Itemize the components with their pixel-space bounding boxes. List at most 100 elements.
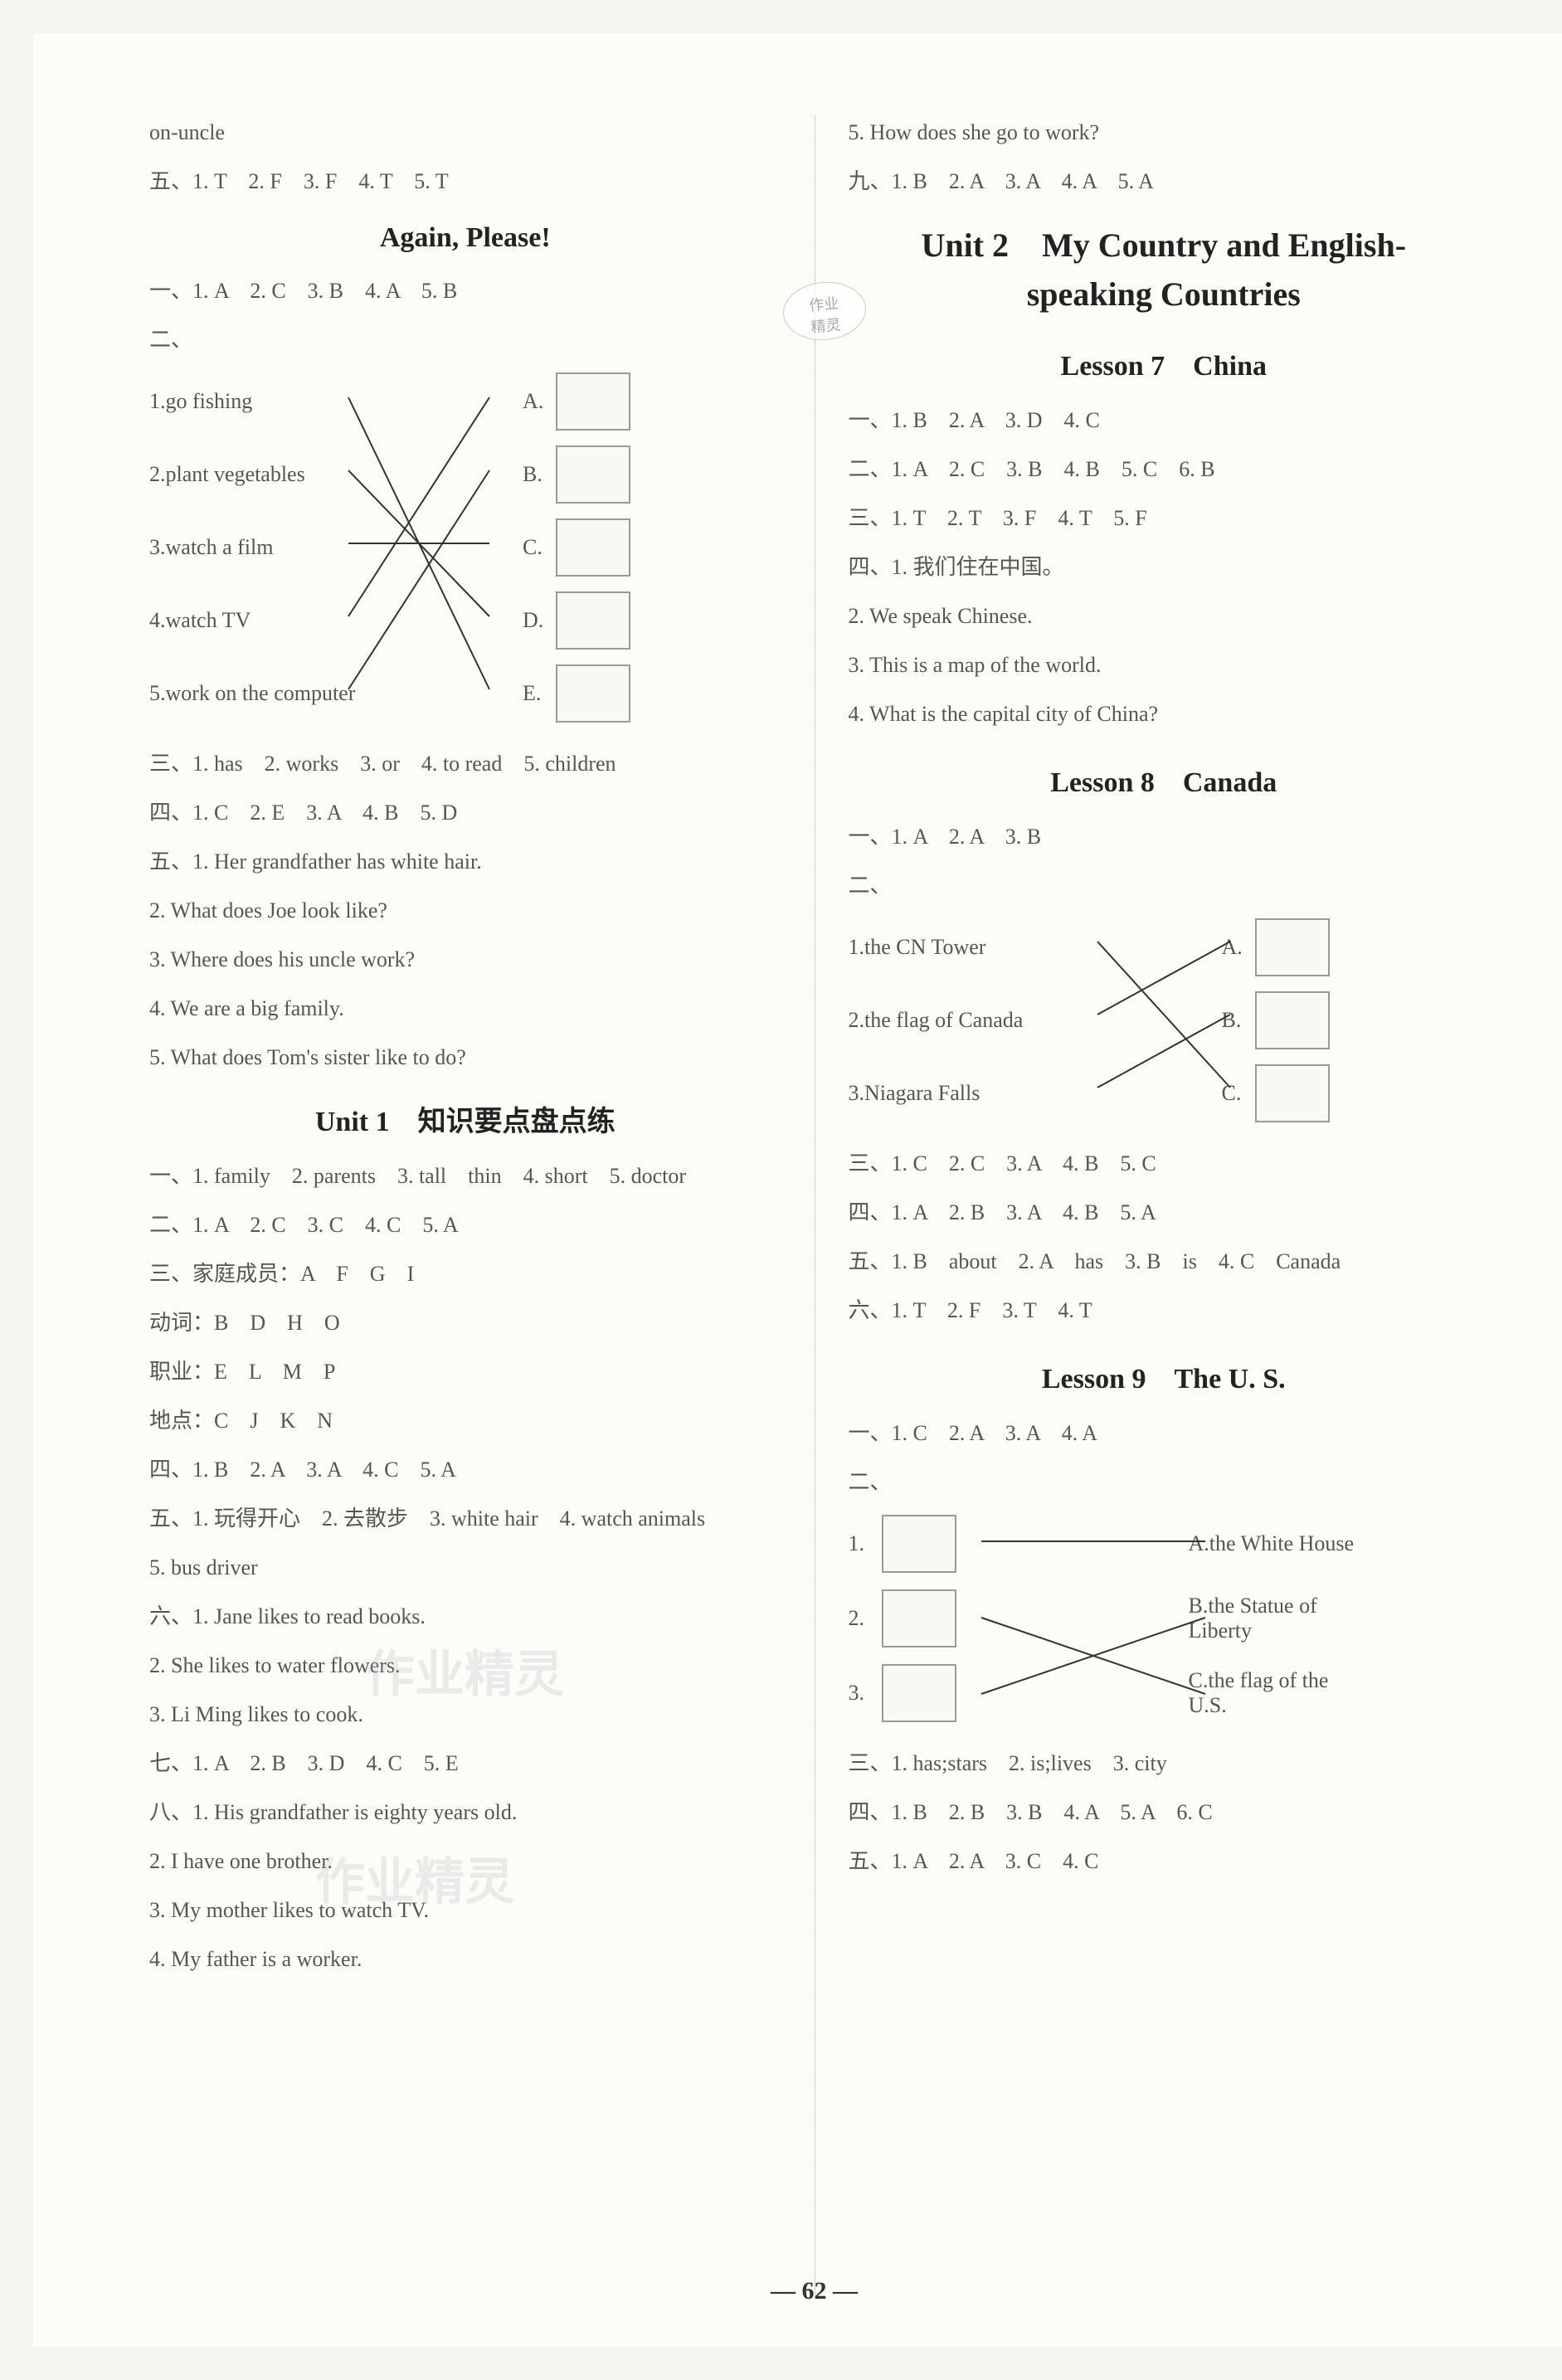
- text-line: 四、1. A 2. B 3. A 4. B 5. A: [849, 1196, 1480, 1229]
- text-line: 八、1. His grandfather is eighty years old…: [149, 1796, 781, 1828]
- text-line: 2. She likes to water flowers.: [149, 1649, 781, 1682]
- text-line: 七、1. A 2. B 3. D 4. C 5. E: [149, 1747, 781, 1779]
- text-line: 2. What does Joe look like?: [149, 894, 781, 927]
- match-left-text: 3.watch a film: [149, 535, 382, 560]
- text-line: 六、1. Jane likes to read books.: [149, 1600, 781, 1633]
- match-right-text: C.the flag of the U.S.: [1189, 1668, 1355, 1718]
- text-line: 2. I have one brother.: [149, 1845, 781, 1877]
- match-right-text: B.the Statue of Liberty: [1189, 1594, 1355, 1643]
- text-line: 三、1. has;stars 2. is;lives 3. city: [849, 1747, 1480, 1779]
- text-line: 五、1. A 2. A 3. C 4. C: [849, 1845, 1480, 1877]
- match-image-placeholder: [1255, 918, 1330, 976]
- page: on-uncle 五、1. T 2. F 3. F 4. T 5. T Agai…: [33, 33, 1562, 2347]
- text-line: 动词：B D H O: [149, 1307, 781, 1339]
- text-line: 2. We speak Chinese.: [849, 600, 1480, 632]
- match-row: 1.go fishing A.: [149, 372, 781, 431]
- matching-exercise-2: 1.the CN TowerA.2.the flag of CanadaB.3.…: [849, 918, 1480, 1122]
- text-line: 二、1. A 2. C 3. B 4. B 5. C 6. B: [849, 453, 1480, 485]
- text-line: 四、1. B 2. B 3. B 4. A 5. A 6. C: [849, 1796, 1480, 1828]
- text-line: 二、: [849, 869, 1480, 902]
- match-num: 1.: [849, 1531, 882, 1556]
- text-line: 三、1. T 2. T 3. F 4. T 5. F: [849, 502, 1480, 534]
- match-image-placeholder: [556, 372, 630, 431]
- text-line: 五、1. Her grandfather has white hair.: [149, 845, 781, 878]
- match-row: 3.watch a film C.: [149, 518, 781, 577]
- text-line: 5. How does she go to work?: [849, 116, 1480, 148]
- match-label: A.: [523, 389, 556, 414]
- section-heading: Again, Please!: [149, 222, 781, 254]
- text-line: 四、1. B 2. A 3. A 4. C 5. A: [149, 1453, 781, 1486]
- text-line: 3. This is a map of the world.: [849, 649, 1480, 681]
- match-row: 3. C.the flag of the U.S.: [849, 1664, 1480, 1722]
- text-line: 一、1. A 2. C 3. B 4. A 5. B: [149, 275, 781, 307]
- match-label: C.: [523, 535, 556, 560]
- match-image-placeholder: [882, 1515, 956, 1573]
- text-line: 5. bus driver: [149, 1551, 781, 1584]
- match-label: B.: [1222, 1008, 1255, 1033]
- match-left-text: 2.plant vegetables: [149, 462, 382, 487]
- match-image-placeholder: [556, 591, 630, 650]
- match-row: 2.B.the Statue of Liberty: [849, 1589, 1480, 1648]
- match-label: D.: [523, 608, 556, 633]
- match-image-placeholder: [556, 664, 630, 723]
- match-image-placeholder: [882, 1664, 956, 1722]
- text-line: 三、家庭成员：A F G I: [149, 1258, 781, 1290]
- match-label: E.: [523, 681, 556, 706]
- page-number: — 62 —: [33, 2277, 1562, 2305]
- text-line: on-uncle: [149, 116, 781, 148]
- text-line: 四、1. C 2. E 3. A 4. B 5. D: [149, 796, 781, 829]
- match-row: 5.work on the computerE.: [149, 664, 781, 723]
- lesson-heading: Lesson 9 The U. S.: [849, 1355, 1480, 1396]
- match-left-text: 4.watch TV: [149, 608, 382, 633]
- text-line: 3. My mother likes to watch TV.: [149, 1894, 781, 1926]
- text-line: 职业：E L M P: [149, 1355, 781, 1388]
- text-line: 一、1. family 2. parents 3. tall thin 4. s…: [149, 1160, 781, 1192]
- lesson-heading: Lesson 7 China: [849, 343, 1480, 383]
- match-image-placeholder: [882, 1589, 956, 1648]
- text-line: 一、1. C 2. A 3. A 4. A: [849, 1417, 1480, 1449]
- text-line: 四、1. 我们住在中国。: [849, 551, 1480, 583]
- match-label: C.: [1222, 1081, 1255, 1106]
- match-image-placeholder: [556, 518, 630, 577]
- match-right-text: A.the White House: [1189, 1531, 1355, 1556]
- unit-heading: speaking Countries: [849, 275, 1480, 314]
- text-line: 二、: [149, 324, 781, 356]
- lesson-heading: Lesson 8 Canada: [849, 759, 1480, 800]
- text-line: 一、1. A 2. A 3. B: [849, 820, 1480, 853]
- text-line: 三、1. C 2. C 3. A 4. B 5. C: [849, 1147, 1480, 1180]
- text-line: 六、1. T 2. F 3. T 4. T: [849, 1294, 1480, 1326]
- matching-exercise-3: 1. A.the White House 2.B.the Statue of Lib…: [849, 1515, 1480, 1722]
- match-row: 2.plant vegetables B.: [149, 445, 781, 504]
- right-column: 5. How does she go to work? 九、1. B 2. A …: [815, 116, 1480, 2297]
- match-row: 2.the flag of Canada B.: [849, 991, 1480, 1049]
- text-line: 5. What does Tom's sister like to do?: [149, 1041, 781, 1073]
- match-image-placeholder: [1255, 1064, 1330, 1122]
- text-line: 地点：C J K N: [149, 1404, 781, 1437]
- match-left-text: 2.the flag of Canada: [849, 1008, 1081, 1033]
- text-line: 五、1. T 2. F 3. F 4. T 5. T: [149, 165, 781, 197]
- match-left-text: 1.go fishing: [149, 389, 382, 414]
- text-line: 一、1. B 2. A 3. D 4. C: [849, 404, 1480, 436]
- matching-exercise-1: 1.go fishing A. 2.plant vegetables B. 3.watc…: [149, 372, 781, 723]
- text-line: 3. Li Ming likes to cook.: [149, 1698, 781, 1730]
- match-row: 4.watch TV D.: [149, 591, 781, 650]
- match-left-text: 3.Niagara Falls: [849, 1081, 1081, 1106]
- text-line: 九、1. B 2. A 3. A 4. A 5. A: [849, 165, 1480, 197]
- text-line: 三、1. has 2. works 3. or 4. to read 5. ch…: [149, 747, 781, 780]
- text-line: 3. Where does his uncle work?: [149, 943, 781, 976]
- unit-heading: Unit 1 知识要点盘点练: [149, 1098, 781, 1139]
- unit-heading: Unit 2 My Country and English-: [849, 218, 1480, 266]
- text-line: 4. What is the capital city of China?: [849, 698, 1480, 730]
- text-line: 二、: [849, 1466, 1480, 1498]
- text-line: 二、1. A 2. C 3. C 4. C 5. A: [149, 1209, 781, 1241]
- match-num: 3.: [849, 1681, 882, 1706]
- match-row: 3.Niagara Falls C.: [849, 1064, 1480, 1122]
- match-label: A.: [1222, 935, 1255, 960]
- text-line: 五、1. 玩得开心 2. 去散步 3. white hair 4. watch …: [149, 1502, 781, 1535]
- left-column: on-uncle 五、1. T 2. F 3. F 4. T 5. T Agai…: [149, 116, 815, 2297]
- match-label: B.: [523, 462, 556, 487]
- text-line: 4. We are a big family.: [149, 992, 781, 1025]
- text-line: 4. My father is a worker.: [149, 1943, 781, 1975]
- match-image-placeholder: [556, 445, 630, 504]
- match-row: 1. A.the White House: [849, 1515, 1480, 1573]
